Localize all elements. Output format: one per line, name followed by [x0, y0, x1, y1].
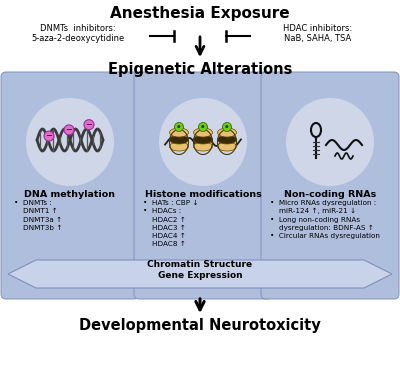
Text: ●: ● — [201, 125, 205, 129]
Text: •  HATs : CBP ↓
•  HDACs :
    HDAC2 ↑
    HDAC3 ↑
    HDAC4 ↑
    HDAC8 ↑: • HATs : CBP ↓ • HDACs : HDAC2 ↑ HDAC3 ↑… — [143, 200, 198, 247]
Circle shape — [26, 98, 114, 186]
FancyBboxPatch shape — [261, 72, 399, 299]
Text: ●: ● — [177, 125, 181, 129]
Text: Developmental Neurotoxicity: Developmental Neurotoxicity — [79, 318, 321, 333]
Ellipse shape — [194, 142, 212, 151]
Ellipse shape — [194, 135, 212, 144]
Text: −: − — [46, 131, 52, 140]
Circle shape — [64, 125, 74, 135]
Circle shape — [159, 98, 247, 186]
FancyBboxPatch shape — [134, 72, 272, 299]
Ellipse shape — [218, 135, 236, 144]
Polygon shape — [8, 260, 392, 288]
Ellipse shape — [170, 135, 188, 144]
FancyBboxPatch shape — [1, 72, 139, 299]
Text: Anesthesia Exposure: Anesthesia Exposure — [110, 6, 290, 21]
Text: Non-coding RNAs: Non-coding RNAs — [284, 190, 376, 199]
Circle shape — [174, 123, 184, 131]
Text: DNMTs  inhibitors:
5-aza-2-deoxycytidine: DNMTs inhibitors: 5-aza-2-deoxycytidine — [31, 24, 125, 44]
Circle shape — [286, 98, 374, 186]
Text: −: − — [86, 120, 92, 129]
Circle shape — [222, 123, 232, 131]
Text: •  DNMTs :
    DNMT1 ↑
    DNMT3a ↑
    DNMT3b ↑: • DNMTs : DNMT1 ↑ DNMT3a ↑ DNMT3b ↑ — [14, 200, 62, 231]
Text: −: − — [66, 125, 72, 134]
Text: •  Micro RNAs dysregulation :
    miR-124 ↑, miR-21 ↓
•  Long non-coding RNAs
  : • Micro RNAs dysregulation : miR-124 ↑, … — [270, 200, 380, 240]
Text: DNA methylation: DNA methylation — [24, 190, 116, 199]
Ellipse shape — [170, 142, 188, 151]
Circle shape — [44, 131, 54, 141]
Ellipse shape — [194, 128, 212, 137]
Text: HDAC inhibitors:
NaB, SAHA, TSA: HDAC inhibitors: NaB, SAHA, TSA — [284, 24, 352, 44]
Text: ●: ● — [225, 125, 229, 129]
Text: Histone modifications: Histone modifications — [145, 190, 261, 199]
Circle shape — [198, 123, 208, 131]
Ellipse shape — [218, 142, 236, 151]
Ellipse shape — [170, 128, 188, 137]
Text: Chromatin Structure
Gene Expression: Chromatin Structure Gene Expression — [148, 260, 252, 280]
Ellipse shape — [218, 128, 236, 137]
Circle shape — [84, 120, 94, 130]
Text: Epigenetic Alterations: Epigenetic Alterations — [108, 62, 292, 77]
